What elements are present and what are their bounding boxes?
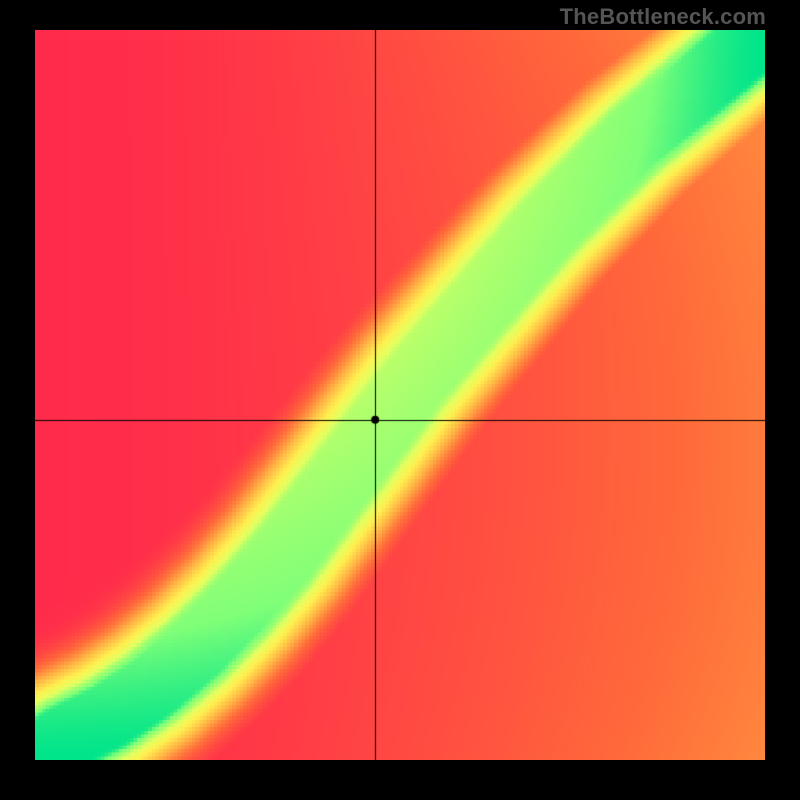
watermark-text: TheBottleneck.com (560, 4, 766, 30)
crosshair-overlay (35, 30, 765, 760)
chart-container: TheBottleneck.com (0, 0, 800, 800)
